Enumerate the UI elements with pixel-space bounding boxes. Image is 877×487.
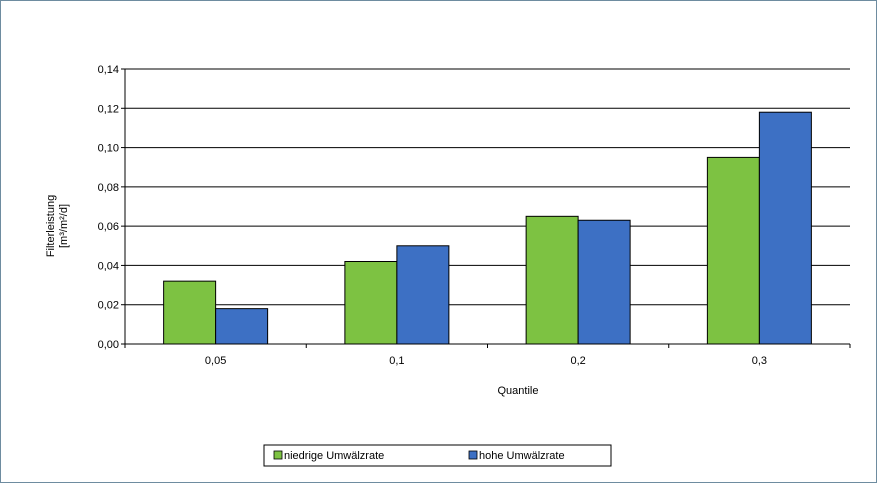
- bar-niedrige-1: [163, 280, 217, 345]
- y-tick-label: 0,00: [98, 339, 119, 351]
- legend: niedrige Umwälzrate hohe Umwälzrate: [263, 444, 612, 467]
- x-tick-label: 0,3: [752, 355, 767, 367]
- bar-niedrige-4: [706, 156, 760, 345]
- y-tick-label: 0,14: [98, 64, 119, 76]
- legend-label-hohe: hohe Umwälzrate: [479, 450, 565, 462]
- y-axis-label-line-1: Filterleistung: [45, 195, 57, 257]
- legend-box: [263, 444, 612, 467]
- grid-lines: [125, 68, 850, 306]
- bar-hohe-1: [215, 308, 269, 345]
- bars: [163, 111, 812, 345]
- x-tick-label: 0,1: [389, 355, 404, 367]
- bar-niedrige-2: [344, 261, 398, 345]
- x-axis-ticks: 0,05 0,1 0,2 0,3: [124, 344, 851, 367]
- y-tick-label: 0,02: [98, 300, 119, 312]
- y-axis-ticks: 0,00 0,02 0,04 0,06 0,08 0,10 0,12 0,14: [98, 64, 125, 351]
- y-tick-label: 0,12: [98, 103, 119, 115]
- bar-hohe-2: [396, 245, 450, 345]
- bar-hohe-4: [758, 111, 812, 345]
- y-tick-label: 0,04: [98, 260, 119, 272]
- bar-niedrige-3: [525, 215, 579, 345]
- x-axis-label: Quantile: [498, 385, 539, 397]
- legend-swatch-hohe: [468, 450, 478, 460]
- legend-swatch-niedrige: [273, 450, 283, 460]
- x-tick-label: 0,05: [205, 355, 226, 367]
- y-tick-label: 0,08: [98, 182, 119, 194]
- legend-label-niedrige: niedrige Umwälzrate: [284, 450, 384, 462]
- bar-hohe-3: [577, 219, 631, 345]
- y-axis-label-line-2: [m³/m²/d]: [58, 204, 70, 248]
- x-tick-label: 0,2: [570, 355, 585, 367]
- y-tick-label: 0,06: [98, 221, 119, 233]
- y-tick-label: 0,10: [98, 143, 119, 155]
